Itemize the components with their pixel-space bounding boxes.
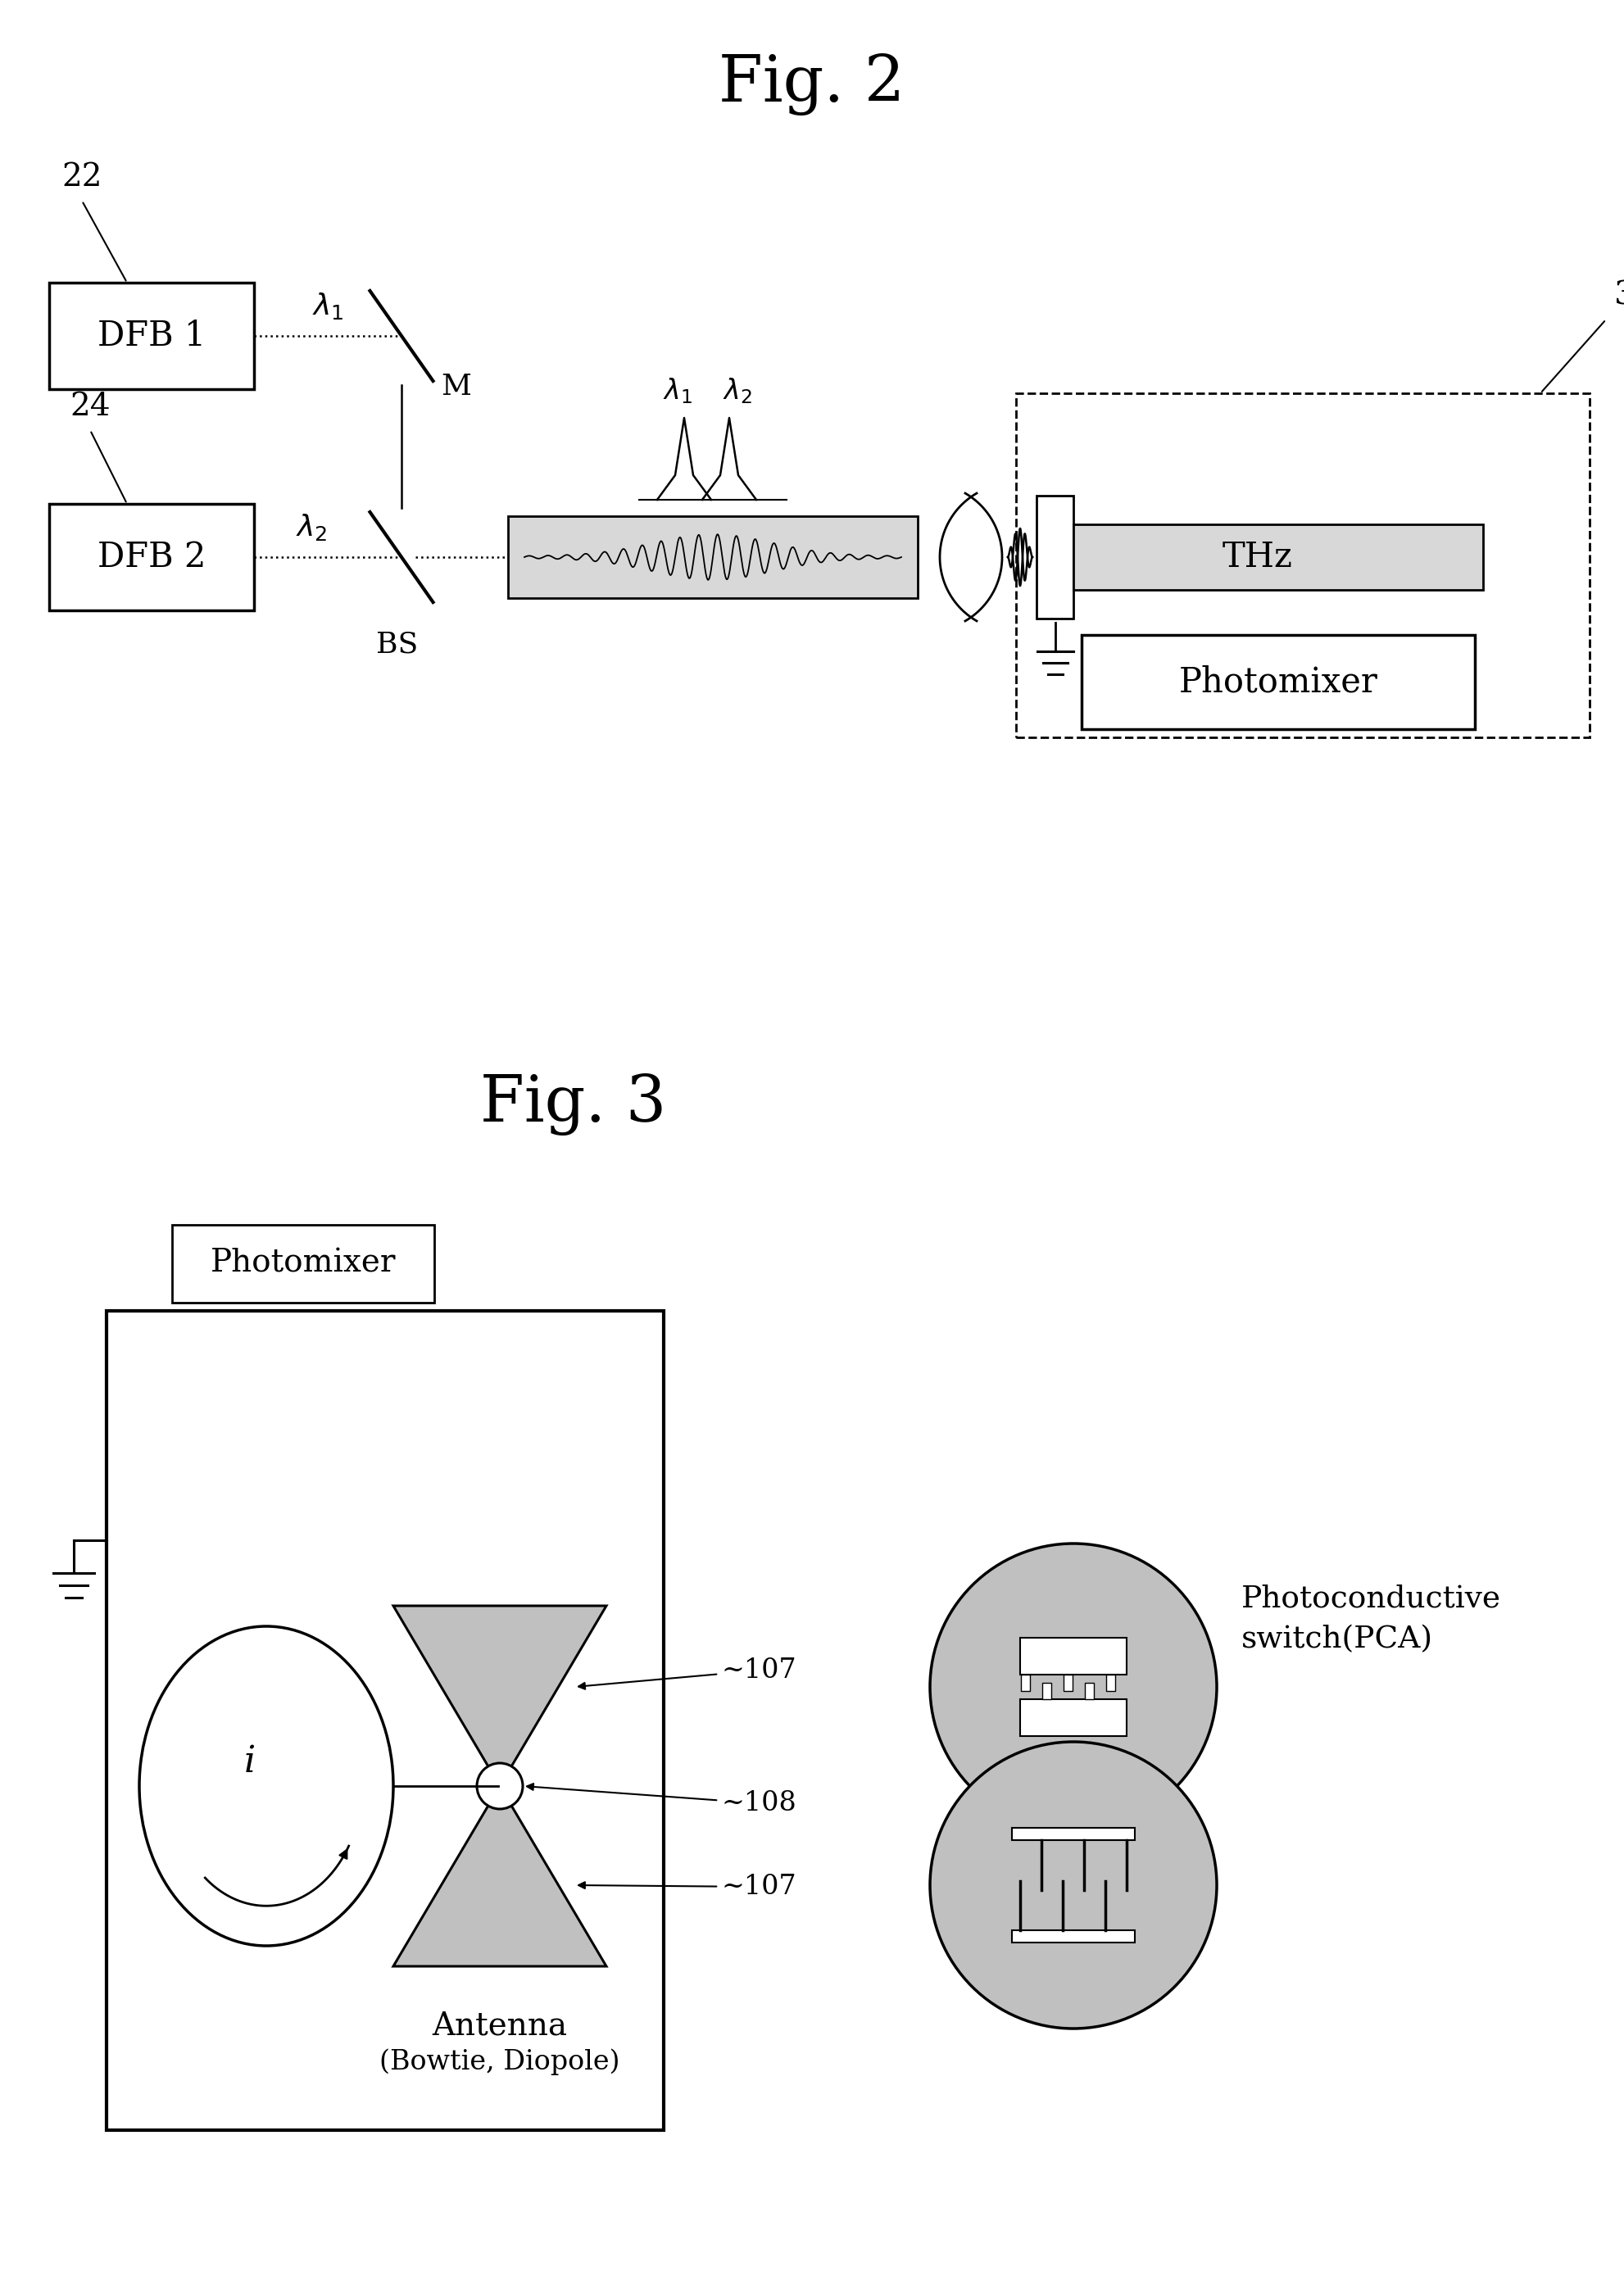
Text: $\lambda_1$: $\lambda_1$ <box>663 376 692 406</box>
Text: (Bowtie, Diopole): (Bowtie, Diopole) <box>380 2049 620 2076</box>
Text: Fig. 3: Fig. 3 <box>481 1074 666 1136</box>
FancyBboxPatch shape <box>1012 1828 1134 1840</box>
Text: THz: THz <box>1221 539 1293 574</box>
Circle shape <box>929 1544 1216 1831</box>
Text: $\lambda_2$: $\lambda_2$ <box>296 512 326 541</box>
Text: 24: 24 <box>70 392 110 422</box>
Text: 22: 22 <box>62 163 102 193</box>
FancyBboxPatch shape <box>1015 392 1588 736</box>
FancyBboxPatch shape <box>49 282 253 390</box>
Text: Fig. 2: Fig. 2 <box>718 53 905 115</box>
Text: Photomixer: Photomixer <box>1177 665 1377 700</box>
FancyBboxPatch shape <box>1085 1684 1093 1700</box>
FancyBboxPatch shape <box>1012 1929 1134 1943</box>
Text: i: i <box>244 1743 255 1780</box>
FancyBboxPatch shape <box>1036 496 1073 619</box>
Text: ~107: ~107 <box>578 1656 796 1688</box>
FancyBboxPatch shape <box>1073 525 1483 590</box>
FancyBboxPatch shape <box>1064 1675 1072 1691</box>
Text: DFB 2: DFB 2 <box>97 539 206 574</box>
Circle shape <box>476 1764 523 1810</box>
FancyBboxPatch shape <box>1020 1675 1030 1691</box>
Polygon shape <box>393 1787 606 1966</box>
Text: ~108: ~108 <box>526 1785 796 1817</box>
FancyBboxPatch shape <box>1043 1684 1051 1700</box>
Polygon shape <box>393 1606 606 1787</box>
Text: M: M <box>442 372 471 401</box>
FancyBboxPatch shape <box>1020 1700 1125 1737</box>
Text: BS: BS <box>377 631 419 658</box>
Text: ~107: ~107 <box>578 1874 796 1899</box>
Text: $\lambda_2$: $\lambda_2$ <box>723 376 752 406</box>
FancyBboxPatch shape <box>107 1310 663 2131</box>
FancyBboxPatch shape <box>1106 1675 1114 1691</box>
Text: 30: 30 <box>1613 282 1624 312</box>
FancyBboxPatch shape <box>508 516 918 599</box>
FancyBboxPatch shape <box>172 1225 434 1303</box>
Text: Photomixer: Photomixer <box>209 1248 396 1278</box>
Circle shape <box>929 1741 1216 2028</box>
Text: Antenna: Antenna <box>432 2012 567 2042</box>
Text: switch(PCA): switch(PCA) <box>1241 1624 1432 1654</box>
FancyBboxPatch shape <box>49 505 253 610</box>
FancyBboxPatch shape <box>1020 1638 1125 1675</box>
Text: $\lambda_1$: $\lambda_1$ <box>312 291 343 321</box>
FancyBboxPatch shape <box>1082 635 1475 729</box>
Ellipse shape <box>140 1626 393 1945</box>
Text: Photoconductive: Photoconductive <box>1241 1583 1501 1613</box>
Text: DFB 1: DFB 1 <box>97 319 206 353</box>
